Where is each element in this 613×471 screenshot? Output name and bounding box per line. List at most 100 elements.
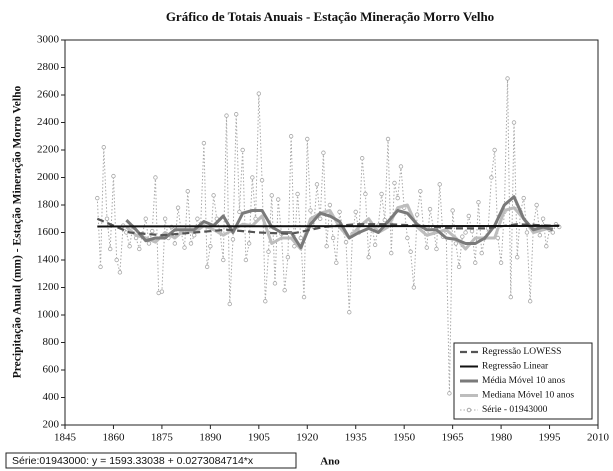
data-point [188, 241, 194, 246]
data-point [511, 120, 517, 125]
data-point [114, 257, 119, 263]
y-tick-label: 1400 [37, 254, 60, 266]
data-point [330, 235, 336, 241]
y-tick-label: 1200 [37, 281, 60, 293]
data-point [269, 193, 274, 198]
chart-title: Gráfico de Totais Anuais - Estação Miner… [166, 9, 494, 24]
data-point [195, 216, 200, 221]
data-point [159, 289, 165, 294]
data-point [95, 195, 100, 201]
x-tick-label: 1905 [248, 432, 271, 444]
data-point [237, 209, 242, 215]
x-tick-label: 1935 [345, 432, 368, 444]
y-tick-label: 600 [43, 364, 60, 376]
data-point [272, 281, 278, 286]
data-point [460, 234, 465, 239]
data-point [540, 216, 546, 221]
data-point [379, 191, 384, 197]
y-tick-label: 2600 [37, 89, 60, 101]
x-axis-label: Ano [320, 456, 340, 468]
data-point [276, 197, 281, 202]
data-point [337, 209, 342, 215]
series-line [96, 78, 560, 394]
data-point [101, 145, 106, 150]
data-point [172, 241, 178, 246]
data-point [508, 294, 513, 300]
data-point [476, 200, 481, 205]
x-tick-label: 2010 [587, 432, 610, 444]
series-line [125, 195, 554, 250]
data-point [334, 260, 339, 265]
series-line [97, 224, 560, 228]
data-point [305, 136, 310, 142]
data-point [259, 178, 265, 183]
y-tick-label: 2400 [37, 116, 60, 128]
data-point [240, 147, 245, 153]
data-point [182, 245, 187, 250]
annotation: Série:01943000: y = 1593.33038 + 0.02730… [12, 455, 254, 467]
legend-label: Série - 01943000 [482, 405, 548, 415]
data-point [292, 244, 297, 249]
data-point [185, 189, 190, 194]
data-point [353, 209, 358, 215]
data-point [427, 206, 433, 212]
x-tick-label: 1980 [490, 432, 513, 444]
data-point [359, 156, 365, 161]
data-point [550, 230, 555, 235]
data-point [434, 246, 439, 252]
data-point [363, 191, 368, 197]
y-tick-label: 2200 [37, 144, 60, 156]
y-axis-label: Precipitação Anual (mm) - Estação Minera… [12, 86, 24, 379]
legend-label: Média Móvel 10 anos [482, 376, 565, 386]
legend-label: Regressão LOWESS [482, 347, 561, 357]
data-point [246, 241, 252, 246]
annotation-box [5, 452, 297, 469]
data-point [127, 244, 132, 249]
y-tick-label: 1000 [37, 309, 60, 321]
data-point [382, 217, 387, 223]
data-point [453, 241, 459, 246]
data-point [479, 250, 484, 256]
data-point [282, 288, 287, 293]
x-tick-label: 1920 [296, 432, 319, 444]
data-point [463, 230, 468, 235]
data-point [98, 264, 103, 270]
data-point [256, 91, 262, 96]
data-point [243, 257, 249, 263]
data-point [317, 216, 323, 221]
data-point [456, 264, 462, 270]
data-point [450, 208, 455, 213]
data-point [408, 249, 413, 254]
data-point [505, 76, 510, 81]
data-point [208, 244, 213, 249]
x-tick-label: 1845 [54, 432, 77, 444]
data-point [285, 255, 291, 260]
data-point [146, 241, 152, 246]
data-point [411, 285, 417, 290]
data-point [534, 202, 539, 208]
data-point [153, 175, 158, 180]
data-point [498, 260, 504, 265]
data-point [201, 140, 207, 146]
data-point [234, 112, 239, 117]
y-tick-label: 1800 [37, 199, 60, 211]
data-point [489, 175, 494, 180]
data-point [104, 216, 110, 221]
x-tick-label: 1995 [539, 432, 562, 444]
data-point [301, 294, 307, 300]
y-tick-label: 200 [43, 419, 60, 431]
data-point [418, 189, 423, 194]
data-point [515, 255, 520, 260]
y-tick-label: 2000 [37, 171, 60, 183]
data-point [392, 180, 397, 186]
x-tick-label: 1965 [442, 432, 465, 444]
data-point [108, 246, 113, 252]
y-tick-label: 1600 [37, 226, 60, 238]
data-point [544, 244, 549, 249]
data-point [395, 195, 400, 201]
data-point [466, 213, 471, 219]
data-point [473, 260, 478, 265]
data-point [111, 173, 116, 179]
x-tick-label: 1890 [199, 432, 222, 444]
data-point [295, 191, 300, 197]
